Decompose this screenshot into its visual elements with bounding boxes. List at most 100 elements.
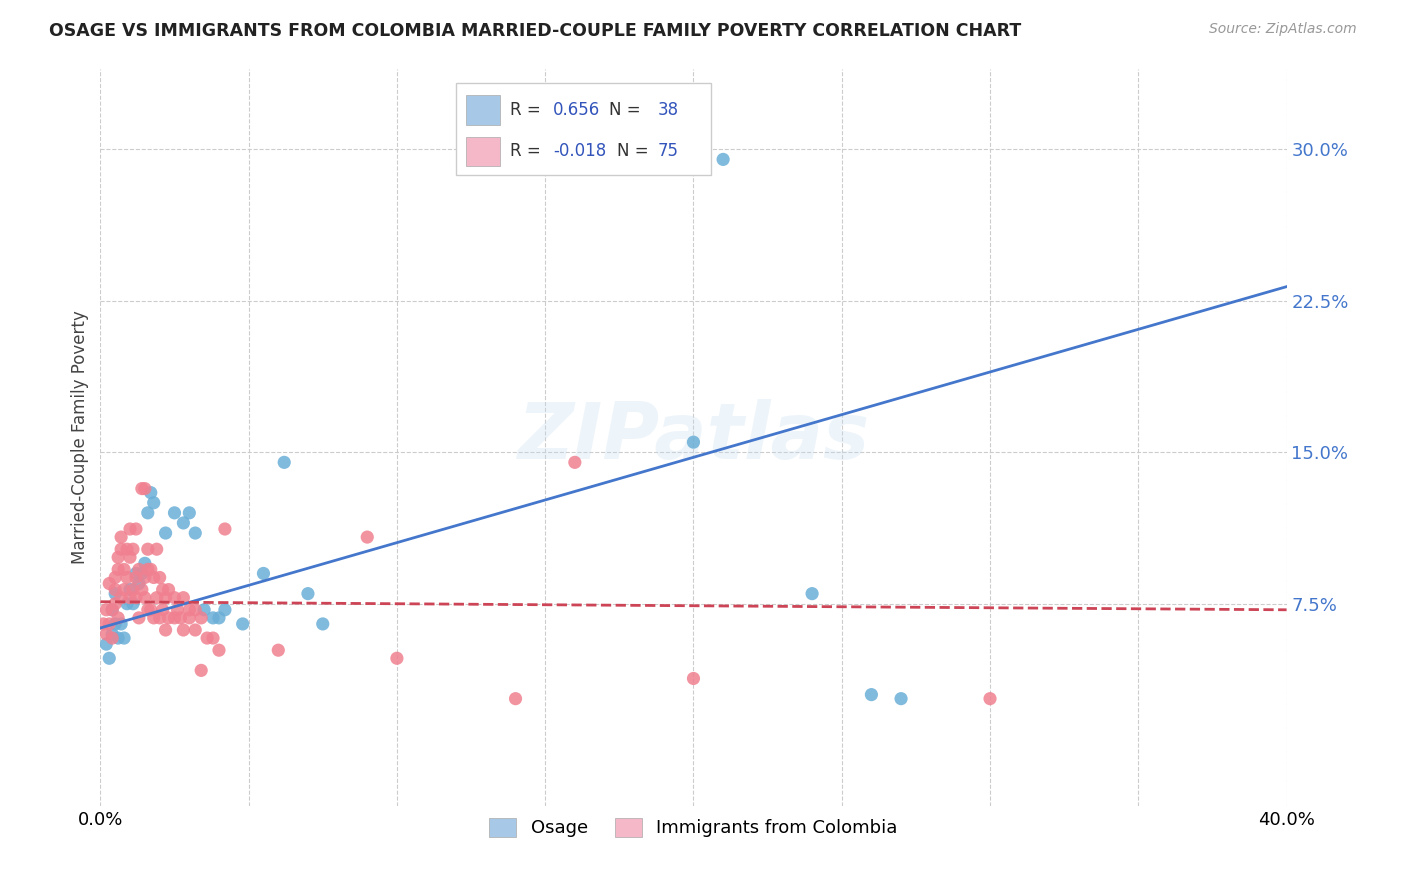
Point <box>125 522 148 536</box>
Point <box>134 570 156 584</box>
Point <box>890 691 912 706</box>
Point <box>252 566 274 581</box>
Point <box>136 603 159 617</box>
Point <box>101 603 124 617</box>
Point <box>110 530 132 544</box>
Point <box>190 611 212 625</box>
Point <box>155 623 177 637</box>
Point <box>107 562 129 576</box>
Point <box>564 455 586 469</box>
Point <box>136 562 159 576</box>
Point <box>190 664 212 678</box>
Point <box>139 485 162 500</box>
Point <box>110 616 132 631</box>
Point <box>166 603 188 617</box>
Point <box>155 526 177 541</box>
Point <box>107 611 129 625</box>
Point <box>184 526 207 541</box>
Point <box>172 623 194 637</box>
Point <box>163 506 186 520</box>
Point <box>128 562 150 576</box>
Legend: Osage, Immigrants from Colombia: Osage, Immigrants from Colombia <box>482 811 905 845</box>
Point <box>98 616 121 631</box>
Point <box>297 587 319 601</box>
Y-axis label: Married-Couple Family Poverty: Married-Couple Family Poverty <box>72 310 89 564</box>
Point <box>139 603 162 617</box>
Point <box>136 542 159 557</box>
Text: OSAGE VS IMMIGRANTS FROM COLOMBIA MARRIED-COUPLE FAMILY POVERTY CORRELATION CHAR: OSAGE VS IMMIGRANTS FROM COLOMBIA MARRIE… <box>49 22 1022 40</box>
Point <box>125 570 148 584</box>
Point <box>98 651 121 665</box>
Point <box>101 603 124 617</box>
Point <box>202 631 225 645</box>
Point <box>134 591 156 605</box>
Point <box>115 542 138 557</box>
Point <box>145 542 167 557</box>
Point <box>184 603 207 617</box>
Point <box>122 542 145 557</box>
Point <box>801 587 824 601</box>
Point <box>112 631 135 645</box>
Point <box>142 496 165 510</box>
Point <box>110 542 132 557</box>
Point <box>195 631 218 645</box>
Point <box>169 611 191 625</box>
Point <box>96 637 118 651</box>
Point <box>122 597 145 611</box>
Point <box>163 611 186 625</box>
Point <box>149 570 172 584</box>
Point <box>134 557 156 571</box>
Point <box>131 482 153 496</box>
Point <box>131 582 153 597</box>
Point <box>118 522 141 536</box>
Point <box>128 611 150 625</box>
Point <box>149 611 172 625</box>
Point <box>128 576 150 591</box>
Point <box>208 643 231 657</box>
Point <box>179 506 201 520</box>
Point <box>273 455 295 469</box>
Point <box>179 611 201 625</box>
Point <box>122 582 145 597</box>
Point <box>101 627 124 641</box>
Point <box>385 651 408 665</box>
Point <box>152 603 174 617</box>
Point <box>104 597 127 611</box>
Point <box>682 435 704 450</box>
Text: Source: ZipAtlas.com: Source: ZipAtlas.com <box>1209 22 1357 37</box>
Point <box>682 672 704 686</box>
Point <box>711 153 734 167</box>
Point <box>172 591 194 605</box>
Point <box>356 530 378 544</box>
Point <box>979 691 1001 706</box>
Point <box>145 591 167 605</box>
Point <box>155 591 177 605</box>
Point <box>104 616 127 631</box>
Point <box>125 566 148 581</box>
Point <box>118 582 141 597</box>
Point <box>134 482 156 496</box>
Point <box>267 643 290 657</box>
Point <box>118 550 141 565</box>
Point <box>91 616 114 631</box>
Point <box>142 611 165 625</box>
Point <box>202 611 225 625</box>
Point <box>142 570 165 584</box>
Point <box>860 688 883 702</box>
Point <box>125 591 148 605</box>
Point <box>107 550 129 565</box>
Point <box>157 582 180 597</box>
Point <box>232 616 254 631</box>
Point <box>112 582 135 597</box>
Point <box>208 611 231 625</box>
Point <box>101 631 124 645</box>
Text: ZIPatlas: ZIPatlas <box>517 399 869 475</box>
Point <box>157 611 180 625</box>
Point <box>184 623 207 637</box>
Point <box>505 691 527 706</box>
Point <box>131 566 153 581</box>
Point <box>139 562 162 576</box>
Point <box>172 516 194 530</box>
Point <box>104 587 127 601</box>
Point <box>152 582 174 597</box>
